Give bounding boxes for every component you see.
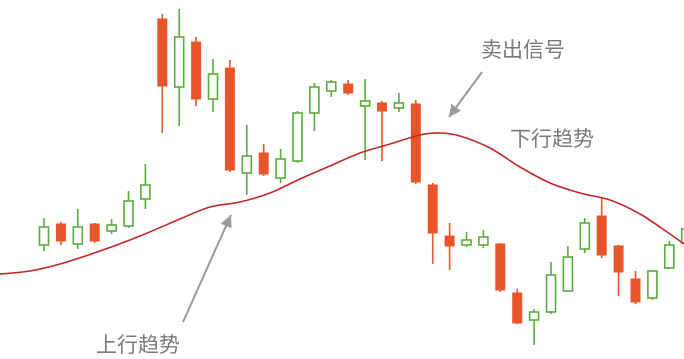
- candle: [309, 83, 320, 131]
- candle: [680, 228, 684, 244]
- candle-body-up: [241, 155, 253, 174]
- candle: [596, 197, 607, 258]
- candle: [173, 9, 185, 126]
- sell-signal-arrow-head: [449, 103, 461, 117]
- candle-body-up: [292, 112, 303, 162]
- candle-body-down: [224, 67, 235, 171]
- sell-signal-arrow: [448, 71, 483, 118]
- candle: [562, 246, 574, 292]
- candle-body-down: [444, 235, 455, 247]
- candle: [613, 245, 624, 296]
- candle-body-down: [630, 278, 641, 303]
- candle-body-up: [309, 86, 320, 114]
- candle: [427, 183, 438, 264]
- candle-body-up: [393, 102, 405, 109]
- candle: [325, 80, 337, 97]
- candle: [157, 14, 168, 133]
- candle: [191, 37, 202, 106]
- candle-body-down: [427, 184, 438, 234]
- candle-body-up: [478, 236, 489, 246]
- candle-body-down: [89, 223, 100, 242]
- candle-body-up: [38, 226, 50, 246]
- candle-body-down: [191, 41, 202, 100]
- candle-body-down: [512, 292, 523, 324]
- candle: [579, 218, 591, 253]
- sell-signal-label: 卖出信号: [481, 38, 565, 62]
- candle: [528, 309, 540, 345]
- candle-body-up: [579, 222, 591, 250]
- uptrend-label: 上行趋势: [96, 333, 180, 357]
- candle: [478, 230, 489, 248]
- candle: [140, 164, 151, 209]
- candle-body-up: [325, 81, 337, 92]
- candle-body-up: [173, 36, 185, 88]
- candle: [224, 60, 235, 172]
- candle: [393, 93, 405, 112]
- uptrend-arrow-shaft: [182, 214, 232, 323]
- candle-body-down: [495, 243, 506, 291]
- candle: [343, 80, 354, 95]
- candle: [461, 232, 472, 247]
- candle: [377, 101, 387, 161]
- candle: [241, 125, 253, 195]
- candle: [106, 219, 117, 234]
- candle: [275, 149, 286, 183]
- candle: [207, 59, 219, 112]
- candle-body-up: [663, 244, 675, 269]
- candle-body-up: [106, 224, 117, 232]
- candle-body-up: [461, 239, 472, 246]
- candle: [495, 243, 506, 292]
- candle-body-up: [562, 256, 574, 292]
- candle-body-down: [157, 18, 168, 87]
- uptrend-arrow: [182, 214, 232, 323]
- downtrend-label: 下行趋势: [510, 127, 594, 151]
- candle-body-up: [275, 158, 286, 179]
- candle: [359, 79, 371, 160]
- candle-body-up: [207, 73, 219, 100]
- annotation-arrows: [182, 71, 483, 323]
- candle-body-down: [613, 245, 624, 273]
- candle: [258, 144, 269, 176]
- candle-body-up: [545, 274, 557, 313]
- candle: [444, 223, 455, 270]
- candle-body-up: [140, 184, 151, 200]
- candle-body-down: [55, 223, 66, 242]
- candle-body-up: [647, 270, 658, 299]
- candle-body-up: [123, 200, 134, 227]
- candle: [410, 100, 421, 184]
- candle: [630, 271, 641, 304]
- candle-body-down: [377, 102, 387, 112]
- candle: [38, 218, 50, 251]
- candle-body-up: [359, 100, 371, 107]
- candle: [89, 223, 100, 243]
- candle: [545, 262, 557, 314]
- candles-group: [38, 9, 684, 345]
- uptrend-arrow-head: [220, 215, 232, 229]
- candle: [647, 270, 658, 300]
- candle-body-up: [680, 228, 684, 244]
- candle-body-down: [410, 103, 421, 183]
- candle: [663, 241, 675, 269]
- candle-body-down: [258, 152, 269, 175]
- candle: [292, 111, 303, 163]
- candle-body-up: [72, 226, 84, 245]
- candle-body-down: [596, 215, 607, 256]
- candle-body-down: [343, 83, 354, 94]
- candle: [512, 289, 523, 324]
- candle-body-up: [528, 311, 540, 321]
- candle: [123, 191, 134, 228]
- moving-average-line: [0, 132, 684, 275]
- candle: [72, 209, 84, 249]
- candle: [55, 222, 66, 245]
